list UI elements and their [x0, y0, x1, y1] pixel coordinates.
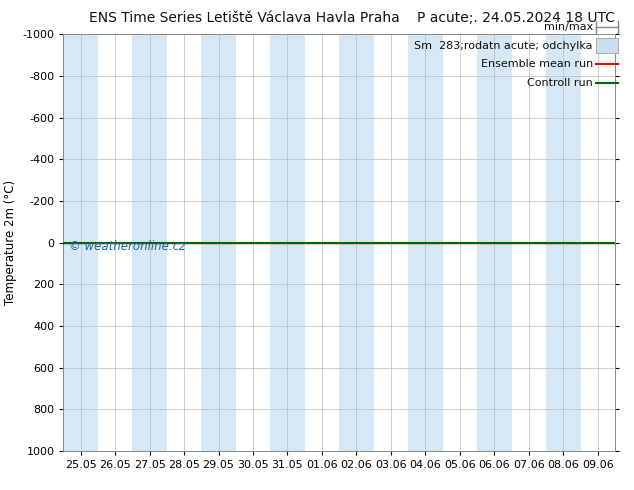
- Bar: [133, 34, 167, 451]
- Text: © weatheronline.cz: © weatheronline.cz: [69, 241, 185, 253]
- Text: Ensemble mean run: Ensemble mean run: [481, 59, 593, 69]
- Text: ENS Time Series Letiště Václava Havla Praha: ENS Time Series Letiště Václava Havla Pr…: [89, 11, 399, 25]
- Text: P acute;. 24.05.2024 18 UTC: P acute;. 24.05.2024 18 UTC: [417, 11, 615, 25]
- Text: Sm  283;rodatn acute; odchylka: Sm 283;rodatn acute; odchylka: [414, 41, 593, 50]
- Bar: [477, 34, 512, 451]
- Text: min/max: min/max: [543, 22, 593, 32]
- Y-axis label: Temperature 2m (°C): Temperature 2m (°C): [4, 180, 17, 305]
- Bar: [270, 34, 305, 451]
- Bar: [546, 34, 581, 451]
- Bar: [63, 34, 98, 451]
- Bar: [339, 34, 373, 451]
- Bar: [408, 34, 443, 451]
- Text: Controll run: Controll run: [527, 78, 593, 88]
- Bar: [202, 34, 236, 451]
